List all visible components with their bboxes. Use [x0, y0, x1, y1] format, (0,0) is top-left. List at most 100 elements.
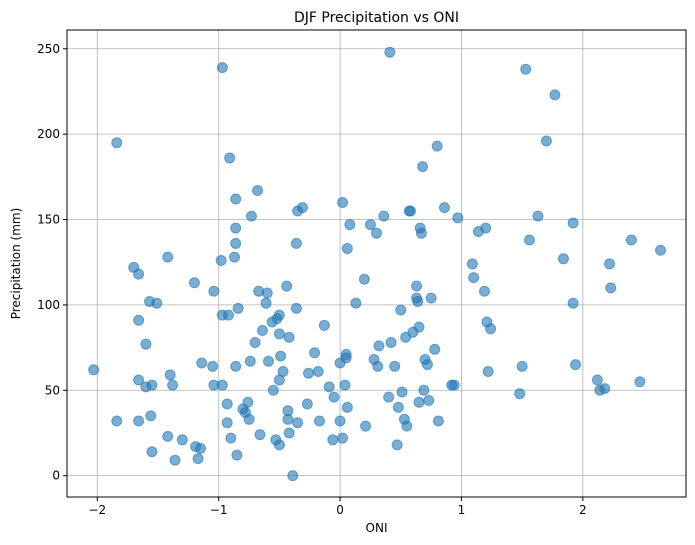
data-point	[479, 285, 491, 297]
data-point	[282, 413, 294, 425]
y-axis-label: Precipitation (mm)	[9, 208, 23, 320]
data-point	[228, 251, 240, 263]
data-point	[385, 336, 397, 348]
data-point	[401, 420, 413, 432]
data-point	[224, 152, 236, 164]
data-point	[567, 217, 579, 229]
data-point	[230, 360, 242, 372]
data-point	[570, 359, 582, 371]
data-point	[389, 360, 401, 372]
data-point	[230, 193, 242, 205]
data-point	[146, 446, 158, 458]
data-point	[327, 434, 339, 446]
data-point	[111, 137, 123, 149]
data-point	[196, 357, 208, 369]
data-point	[303, 367, 315, 379]
chart-title: DJF Precipitation vs ONI	[294, 10, 459, 26]
data-point	[372, 360, 384, 372]
data-point	[480, 222, 492, 234]
data-point	[221, 398, 233, 410]
y-tick-label: 0	[52, 469, 60, 483]
data-point	[421, 359, 433, 371]
data-point	[167, 379, 179, 391]
data-point	[283, 427, 295, 439]
data-point	[176, 434, 188, 446]
y-axis-ticks: 0 50 100 150 200 250	[37, 42, 67, 483]
data-point	[516, 360, 528, 372]
data-point	[162, 430, 174, 442]
data-point	[283, 331, 295, 343]
data-point	[188, 277, 200, 289]
data-point	[485, 323, 497, 335]
x-tick-label: 0	[336, 503, 344, 517]
data-point	[216, 62, 228, 74]
data-point	[557, 253, 569, 265]
data-point	[438, 202, 450, 214]
data-point	[567, 297, 579, 309]
data-point	[655, 244, 667, 256]
data-point	[423, 395, 435, 407]
data-point	[328, 391, 340, 403]
data-point	[412, 295, 424, 307]
data-point	[230, 237, 242, 249]
data-point	[88, 364, 100, 376]
data-point	[540, 135, 552, 147]
data-point	[350, 297, 362, 309]
data-point	[625, 234, 637, 246]
y-tick-label: 150	[37, 213, 60, 227]
data-point	[207, 360, 219, 372]
data-point	[254, 429, 266, 441]
data-point	[549, 89, 561, 101]
data-point	[281, 280, 293, 292]
data-point	[252, 185, 264, 197]
data-point	[249, 336, 261, 348]
data-point	[221, 417, 233, 429]
data-point	[384, 46, 396, 58]
data-point	[243, 413, 255, 425]
data-point	[371, 227, 382, 239]
data-point	[245, 210, 257, 222]
data-point	[334, 415, 346, 427]
data-point	[111, 415, 123, 427]
y-tick-label: 250	[37, 42, 60, 56]
data-point	[468, 272, 480, 284]
data-point	[169, 454, 181, 466]
data-point	[337, 432, 349, 444]
data-point	[482, 365, 494, 377]
data-point	[145, 410, 157, 422]
data-point	[230, 222, 242, 234]
data-point	[164, 369, 176, 381]
data-point	[225, 432, 237, 444]
data-point	[216, 379, 228, 391]
data-point	[133, 268, 145, 280]
data-point	[425, 292, 437, 304]
data-point	[411, 280, 423, 292]
data-point	[287, 470, 299, 482]
x-tick-label: 2	[579, 503, 587, 517]
data-point	[133, 415, 145, 427]
data-point	[215, 255, 227, 267]
x-axis-label: ONI	[366, 521, 388, 535]
data-point	[605, 282, 617, 294]
data-point	[344, 219, 356, 231]
data-point	[413, 396, 425, 408]
data-point	[634, 376, 646, 388]
data-point	[339, 379, 351, 391]
y-tick-label: 100	[37, 298, 60, 312]
data-point	[466, 258, 478, 270]
data-point	[242, 396, 254, 408]
grid-lines	[67, 30, 686, 497]
data-point	[261, 287, 273, 299]
data-point	[192, 453, 204, 465]
data-point	[514, 388, 526, 400]
data-point	[448, 379, 460, 391]
data-point	[337, 196, 349, 208]
data-point	[383, 391, 395, 403]
data-point	[341, 401, 353, 413]
data-point	[523, 234, 535, 246]
data-point	[429, 343, 441, 355]
data-point	[341, 243, 353, 255]
x-tick-label: −2	[88, 503, 106, 517]
data-point	[232, 302, 244, 314]
